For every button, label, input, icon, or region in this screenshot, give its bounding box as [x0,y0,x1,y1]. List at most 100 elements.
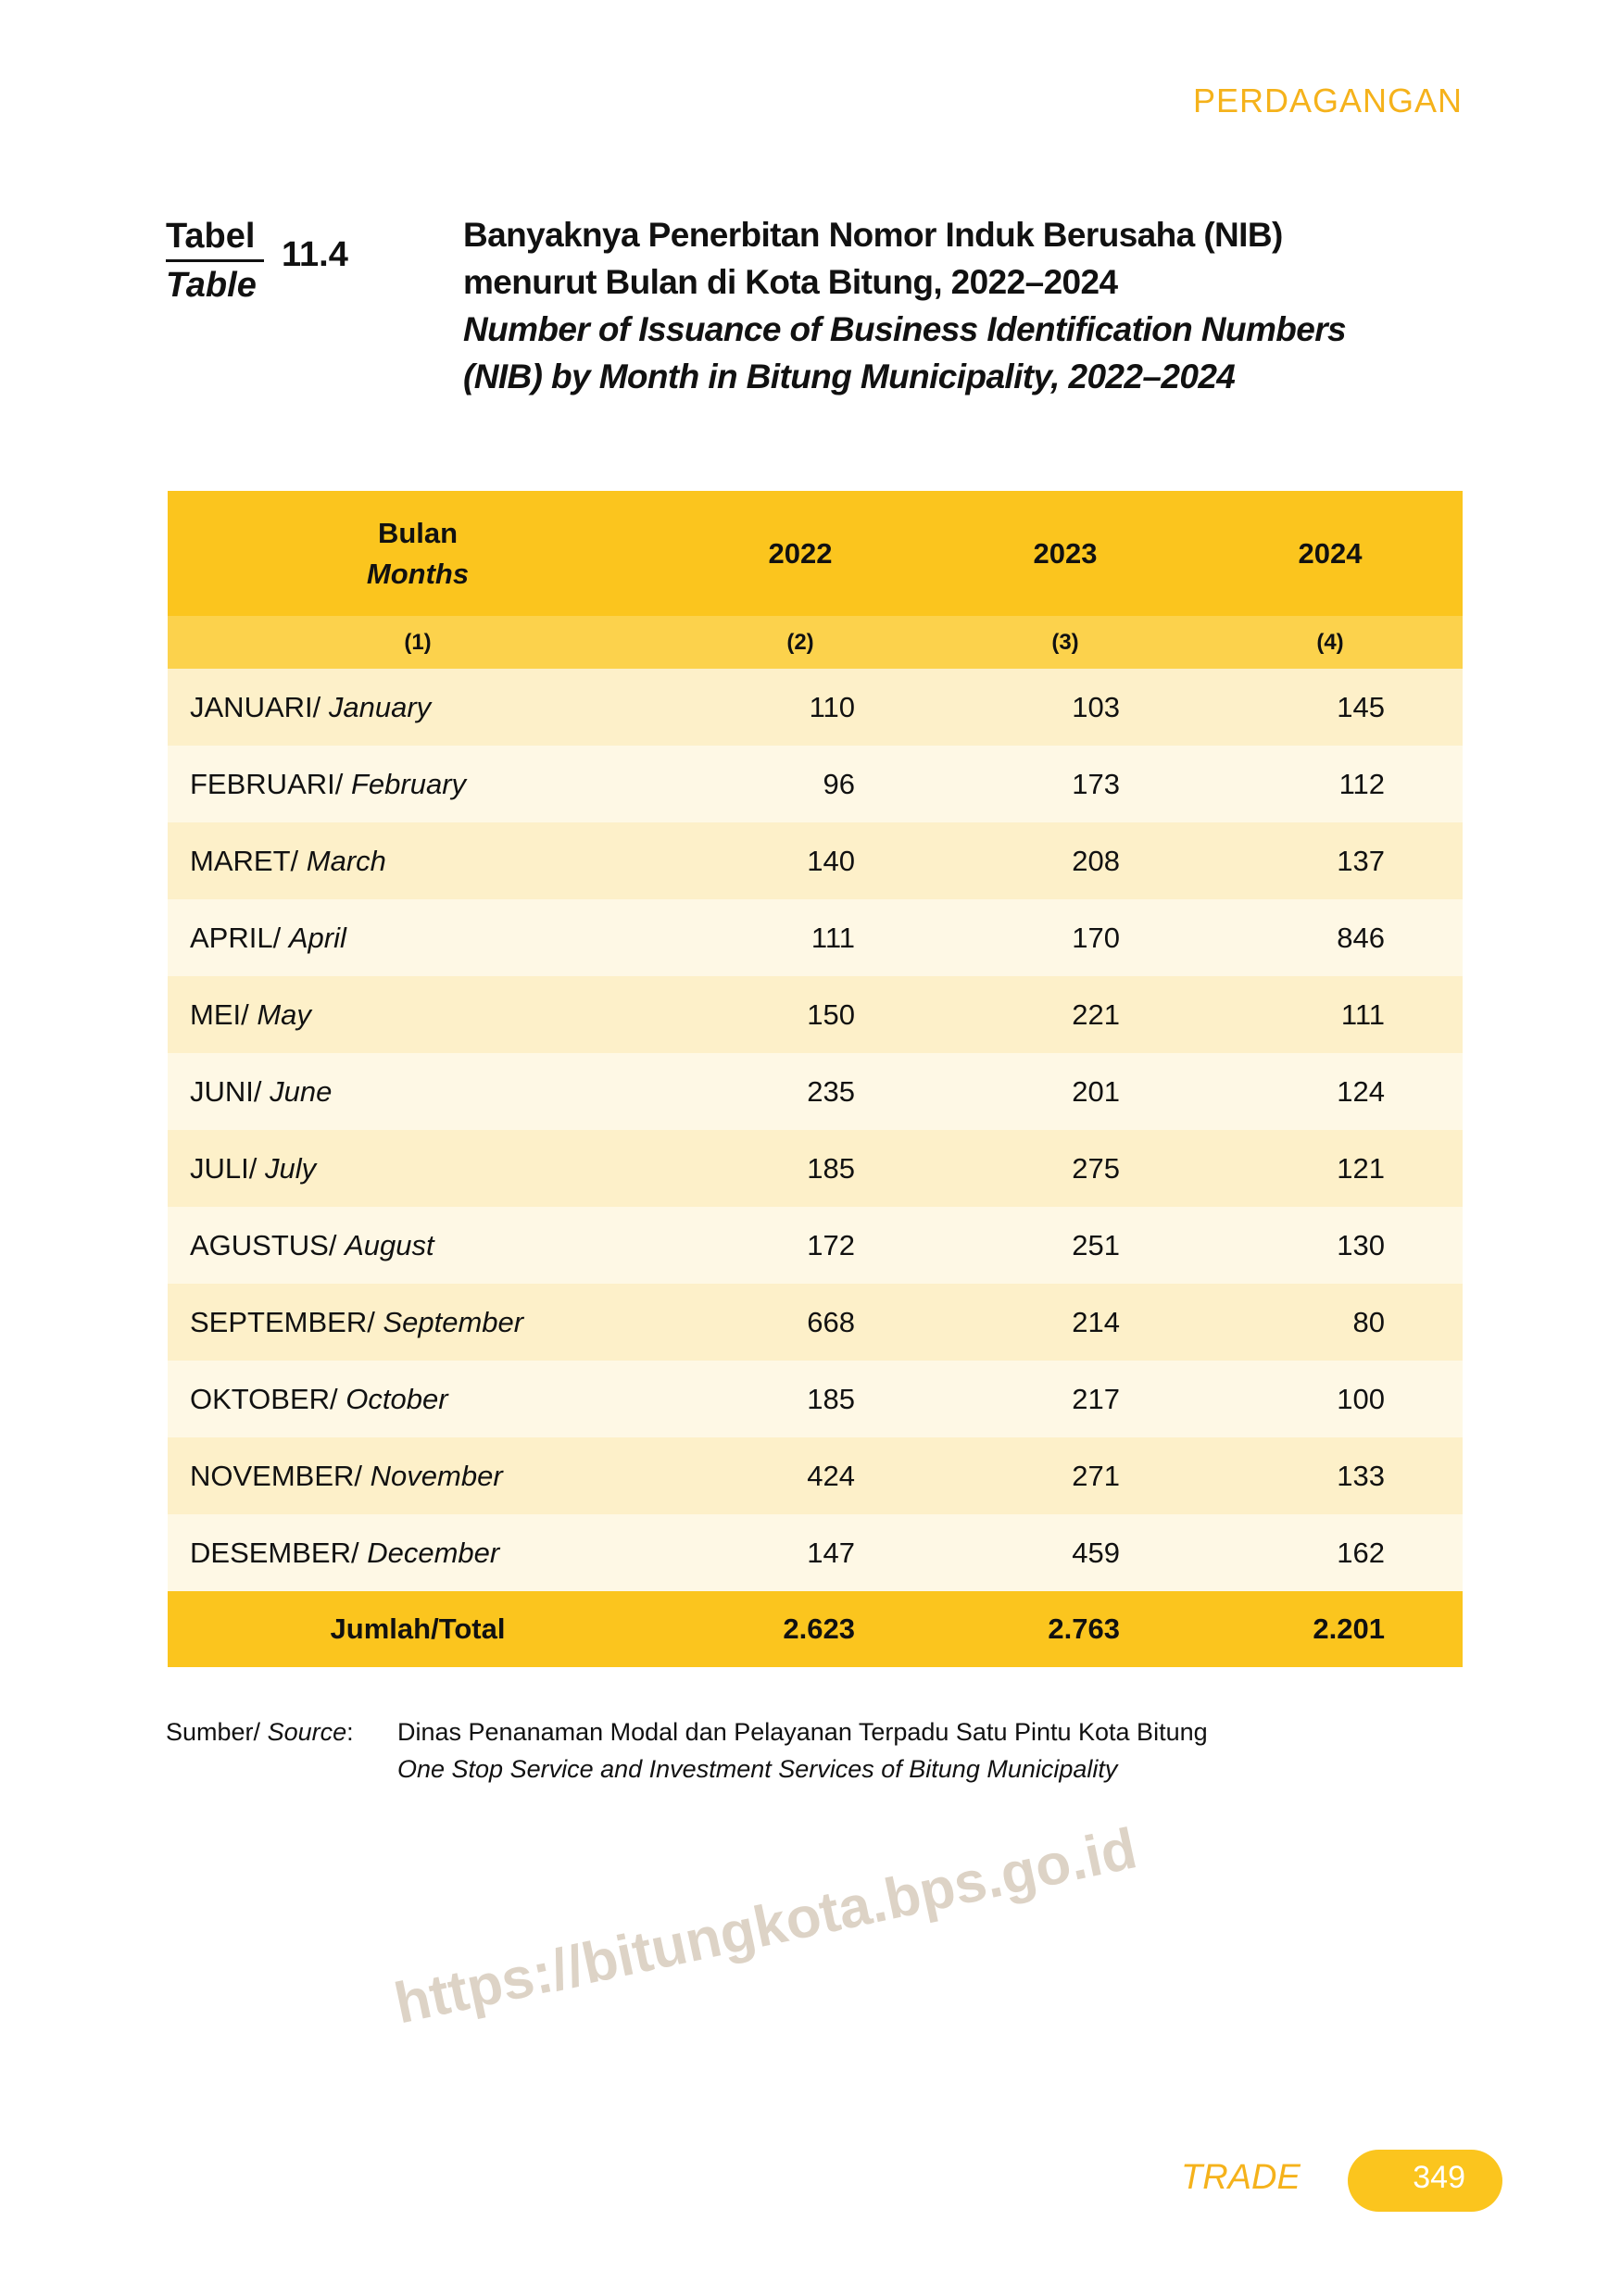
value-cell: 217 [933,1361,1198,1437]
value-cell: 124 [1198,1053,1463,1130]
value-cell: 214 [933,1284,1198,1361]
value-cell: 173 [933,746,1198,822]
header-year: 2023 [933,491,1198,616]
value-cell: 147 [668,1514,933,1591]
value-cell: 80 [1198,1284,1463,1361]
month-cell: JULI/ July [168,1130,668,1207]
value-cell: 668 [668,1284,933,1361]
value-cell: 140 [668,822,933,899]
value-cell: 271 [933,1437,1198,1514]
total-value: 2.623 [668,1591,933,1667]
column-number: (4) [1198,616,1463,669]
value-cell: 145 [1198,669,1463,746]
chapter-heading: PERDAGANGAN [1192,82,1463,119]
table-row: JUNI/ June 235 201 124 [168,1053,1463,1130]
header-month: Bulan Months [168,491,668,616]
month-id: JUNI/ [190,1074,262,1108]
month-cell: MEI/ May [168,976,668,1053]
month-id: AGUSTUS/ [190,1228,337,1261]
value-cell: 111 [668,899,933,976]
table-title: Banyaknya Penerbitan Nomor Induk Berusah… [463,211,1602,400]
value-cell: 459 [933,1514,1198,1591]
header-row: Bulan Months 2022 2023 2024 [168,491,1463,616]
source-line1: Dinas Penanaman Modal dan Pelayanan Terp… [397,1718,1208,1746]
total-value: 2.763 [933,1591,1198,1667]
value-cell: 172 [668,1207,933,1284]
value-cell: 103 [933,669,1198,746]
source-line2: One Stop Service and Investment Services… [397,1755,1118,1783]
table-row: FEBRUARI/ February 96 173 112 [168,746,1463,822]
month-id: JULI/ [190,1151,258,1185]
month-en: September [383,1305,524,1338]
month-en: October [346,1382,448,1415]
value-cell: 121 [1198,1130,1463,1207]
month-cell: FEBRUARI/ February [168,746,668,822]
month-en: November [370,1459,503,1492]
value-cell: 100 [1198,1361,1463,1437]
month-en: July [264,1151,317,1185]
column-number-row: (1) (2) (3) (4) [168,616,1463,669]
value-cell: 251 [933,1207,1198,1284]
value-cell: 201 [933,1053,1198,1130]
table-row: OKTOBER/ October 185 217 100 [168,1361,1463,1437]
value-cell: 150 [668,976,933,1053]
value-cell: 137 [1198,822,1463,899]
source-label-en: Source [267,1718,347,1746]
month-en: June [270,1074,333,1108]
month-cell: MARET/ March [168,822,668,899]
month-id: OKTOBER/ [190,1382,338,1415]
table-row: APRIL/ April 111 170 846 [168,899,1463,976]
value-cell: 846 [1198,899,1463,976]
value-cell: 185 [668,1361,933,1437]
month-cell: APRIL/ April [168,899,668,976]
total-value: 2.201 [1198,1591,1463,1667]
title-id-line1: Banyaknya Penerbitan Nomor Induk Berusah… [463,216,1283,254]
month-id: JANUARI/ [190,690,321,723]
table-row: JULI/ July 185 275 121 [168,1130,1463,1207]
table-row: JANUARI/ January 110 103 145 [168,669,1463,746]
value-cell: 221 [933,976,1198,1053]
value-cell: 208 [933,822,1198,899]
source-label: Sumber/ Source: [166,1718,354,1746]
header-month-id: Bulan [377,516,459,549]
value-cell: 96 [668,746,933,822]
table-row: AGUSTUS/ August 172 251 130 [168,1207,1463,1284]
value-cell: 130 [1198,1207,1463,1284]
column-number: (2) [668,616,933,669]
month-cell: SEPTEMBER/ September [168,1284,668,1361]
month-en: March [306,844,386,877]
total-row: Jumlah/Total 2.623 2.763 2.201 [168,1591,1463,1667]
month-id: MARET/ [190,844,299,877]
table-label-id: Tabel [166,213,264,262]
month-id: NOVEMBER/ [190,1459,363,1492]
month-en: August [345,1228,434,1261]
table-row: DESEMBER/ December 147 459 162 [168,1514,1463,1591]
title-en-line1: Number of Issuance of Business Identific… [463,310,1347,348]
table-label: Tabel Table [166,213,264,308]
value-cell: 110 [668,669,933,746]
value-cell: 133 [1198,1437,1463,1514]
month-cell: JUNI/ June [168,1053,668,1130]
table-label-en: Table [166,266,257,305]
month-en: January [328,690,432,723]
source-text: Dinas Penanaman Modal dan Pelayanan Terp… [397,1713,1208,1788]
value-cell: 112 [1198,746,1463,822]
source-label-id: Sumber/ [166,1718,261,1746]
month-cell: JANUARI/ January [168,669,668,746]
month-id: SEPTEMBER/ [190,1305,375,1338]
month-cell: NOVEMBER/ November [168,1437,668,1514]
column-number: (3) [933,616,1198,669]
value-cell: 111 [1198,976,1463,1053]
month-en: February [350,767,467,800]
month-id: MEI/ [190,997,249,1031]
value-cell: 162 [1198,1514,1463,1591]
header-month-en: Months [366,557,470,590]
month-cell: DESEMBER/ December [168,1514,668,1591]
table-row: MEI/ May 150 221 111 [168,976,1463,1053]
page-number: 349 [1348,2150,1502,2212]
month-en: May [257,997,311,1031]
data-table: Bulan Months 2022 2023 2024 (1) (2) (3) … [168,491,1463,1667]
table-row: SEPTEMBER/ September 668 214 80 [168,1284,1463,1361]
header-year: 2022 [668,491,933,616]
month-id: FEBRUARI/ [190,767,344,800]
